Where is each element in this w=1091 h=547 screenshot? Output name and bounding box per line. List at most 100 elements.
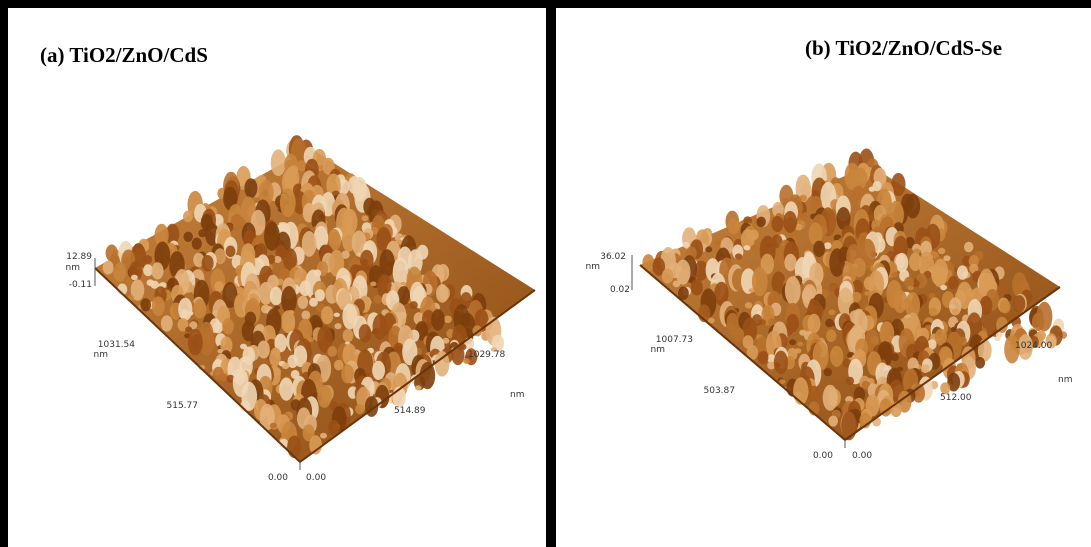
grain [279, 378, 293, 401]
z-unit: nm [586, 262, 600, 272]
origin-y: 0.00 [813, 451, 833, 461]
grain [214, 281, 223, 291]
grain [673, 281, 681, 288]
grain [281, 286, 297, 314]
grain [933, 266, 947, 288]
grain [113, 263, 126, 282]
grain [772, 216, 784, 232]
grain [892, 272, 899, 278]
grain [184, 232, 193, 242]
grain [188, 329, 203, 355]
grain [226, 246, 236, 258]
x-end: 1024.00 [1015, 341, 1052, 351]
grain [161, 315, 173, 331]
grain [373, 314, 388, 340]
grain [824, 242, 832, 249]
grain [921, 364, 930, 373]
grain [301, 311, 310, 320]
grain [750, 245, 758, 253]
grain [271, 149, 286, 176]
grain [1000, 300, 1011, 314]
y-unit: nm [651, 345, 665, 355]
z-bottom: -0.11 [69, 280, 92, 290]
grain [749, 288, 755, 292]
grain [431, 309, 445, 331]
grain [705, 247, 712, 253]
grain [219, 373, 227, 381]
grain [784, 254, 796, 271]
origin-x: 0.00 [306, 473, 326, 483]
grain [940, 285, 947, 290]
y-end: 1031.54 [98, 340, 135, 350]
grain [222, 318, 234, 334]
grain [793, 377, 808, 405]
grain [869, 187, 876, 192]
grain [270, 423, 277, 429]
y-mid: 503.87 [704, 386, 736, 396]
grain [213, 322, 223, 334]
grain [829, 248, 845, 277]
grain [826, 329, 836, 342]
grain [327, 346, 337, 357]
grain [691, 279, 703, 296]
grain [964, 242, 973, 253]
grain [202, 255, 214, 272]
grain [779, 379, 785, 384]
grain [785, 276, 801, 305]
z-bottom: 0.02 [610, 285, 630, 295]
grain [317, 385, 331, 408]
grain [410, 301, 418, 309]
grain [943, 255, 950, 261]
grain [415, 385, 422, 390]
grain [451, 345, 464, 365]
grain [808, 314, 821, 334]
x-unit: nm [1058, 375, 1072, 385]
grain [830, 346, 843, 367]
x-mid: 512.00 [940, 393, 972, 403]
grain [436, 284, 449, 302]
y-end: 1007.73 [656, 335, 693, 345]
grain [151, 262, 163, 279]
grain [343, 329, 354, 342]
grain [929, 308, 938, 317]
grain [824, 368, 832, 376]
grain [244, 178, 257, 198]
grain [823, 385, 838, 411]
grain [797, 342, 803, 346]
grain [841, 411, 857, 440]
grain [334, 313, 340, 317]
x-unit: nm [510, 390, 524, 400]
origin-y: 0.00 [268, 473, 288, 483]
grain [975, 357, 985, 369]
grain [298, 296, 309, 309]
grain [280, 188, 296, 217]
grain [287, 436, 301, 459]
grain [370, 282, 376, 287]
grain [178, 298, 192, 321]
grain [893, 290, 907, 313]
grain [733, 328, 744, 342]
grain [757, 217, 766, 228]
grain [789, 339, 796, 345]
grain [758, 351, 769, 364]
grain [995, 336, 1001, 341]
grain [846, 377, 854, 385]
grain [362, 215, 369, 221]
grain [309, 298, 318, 307]
grain [270, 287, 283, 306]
grain [683, 242, 690, 248]
x-end: 1029.78 [468, 350, 505, 360]
grain [744, 245, 751, 250]
grain [783, 211, 797, 233]
grain [854, 168, 868, 190]
grain [192, 238, 202, 250]
grain [938, 248, 945, 254]
figure: (a) TiO2/ZnO/CdS 12.89 nm -0.11 1031.54 … [0, 0, 1091, 547]
origin-x: 0.00 [852, 451, 872, 461]
grain [341, 364, 354, 383]
grain [282, 363, 290, 370]
grain [103, 261, 114, 275]
grain [735, 253, 742, 259]
grain [320, 433, 327, 439]
y-mid: 515.77 [167, 401, 199, 411]
